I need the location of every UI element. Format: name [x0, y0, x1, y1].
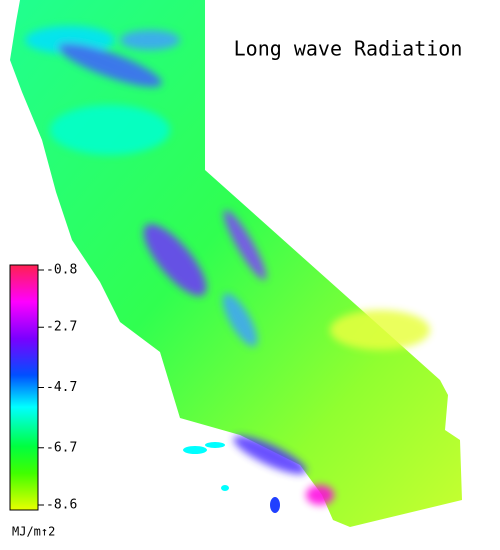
map-title: Long wave Radiation: [234, 37, 463, 61]
colorbar-label: MJ/m↑2: [12, 525, 55, 539]
colorbar-tick-label: -4.7: [46, 380, 77, 395]
california-map: [10, 0, 462, 527]
colorbar-tick-label: -8.6: [46, 498, 77, 513]
colorbar-tick-label: -2.7: [46, 320, 77, 335]
colorbar-tick-label: -0.8: [46, 263, 77, 278]
colorbar-tick-label: -6.7: [46, 440, 77, 455]
colorbar: [9, 264, 39, 511]
